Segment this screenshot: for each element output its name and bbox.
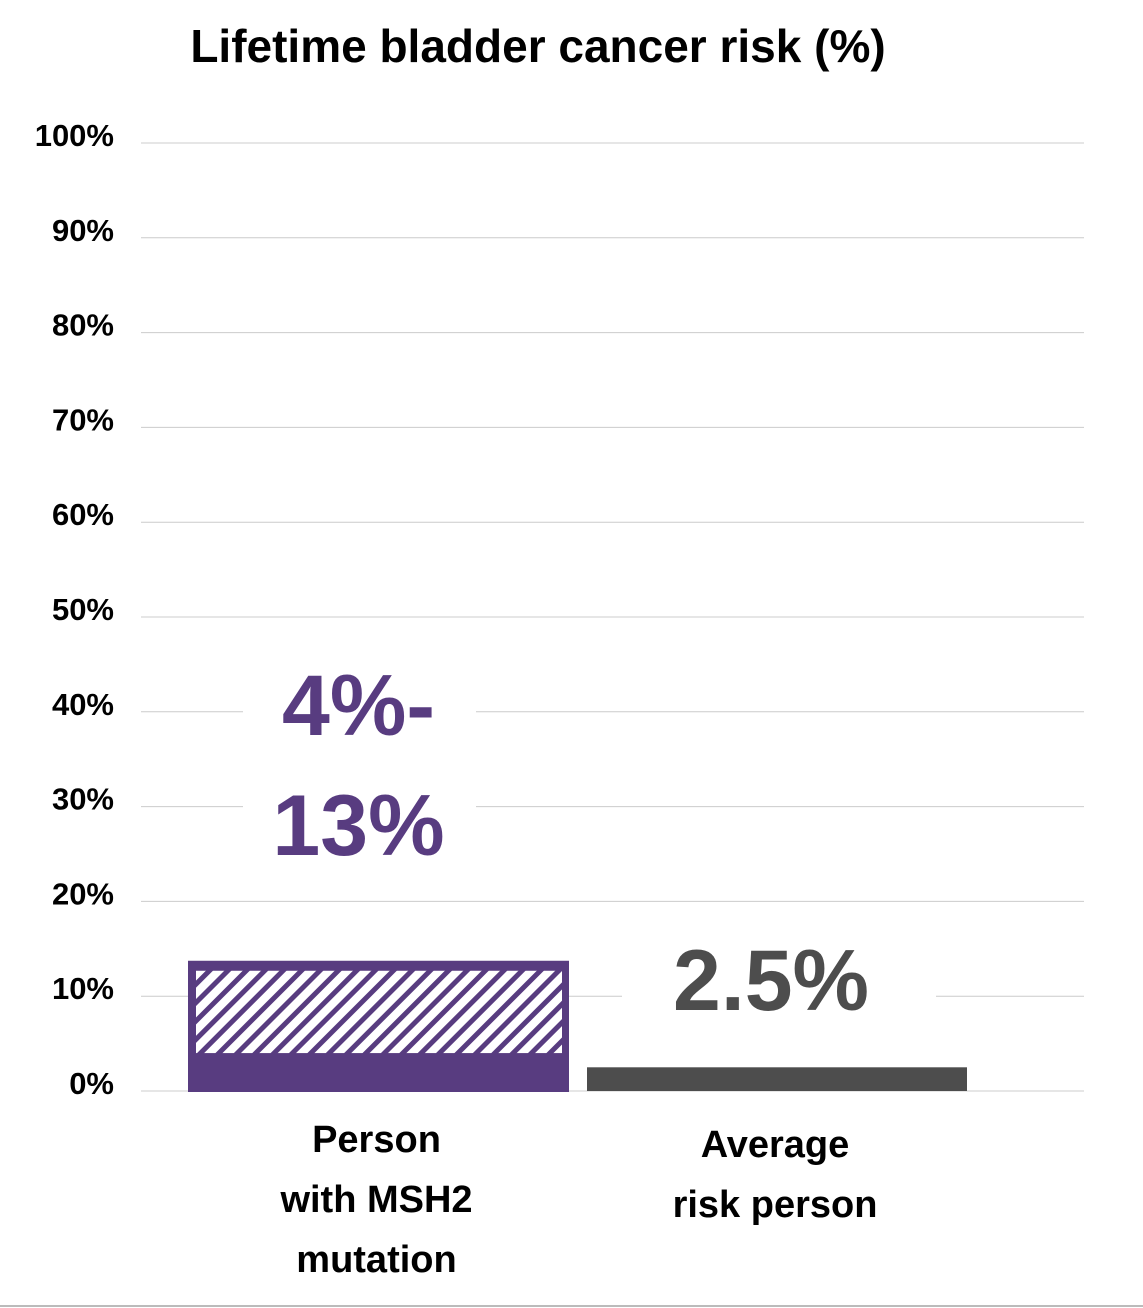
y-tick-label: 30% [52, 782, 114, 817]
value-label: 2.5% [673, 933, 869, 1029]
y-tick-label: 40% [52, 687, 114, 722]
x-category-label: Person [312, 1119, 441, 1161]
y-tick-label: 20% [52, 876, 114, 911]
y-tick-label: 10% [52, 971, 114, 1006]
value-label: 4%- [282, 658, 435, 754]
x-category-label: risk person [673, 1184, 878, 1226]
y-tick-label: 60% [52, 497, 114, 532]
y-tick-label: 50% [52, 592, 114, 627]
y-tick-label: 80% [52, 308, 114, 343]
value-label-bg [243, 650, 476, 880]
y-tick-label: 90% [52, 213, 114, 248]
y-tick-label: 0% [69, 1066, 114, 1101]
value-label: 13% [272, 778, 444, 874]
y-tick-label: 100% [35, 118, 114, 153]
x-category-label: Average [701, 1124, 850, 1166]
y-tick-label: 70% [52, 402, 114, 437]
chart-title: Lifetime bladder cancer risk (%) [190, 20, 885, 72]
value-label-bg [622, 930, 936, 1030]
bar-average [587, 1067, 967, 1091]
x-category-label: with MSH2 [279, 1179, 472, 1221]
x-category-label: mutation [296, 1239, 456, 1281]
bar-range-hatch [196, 970, 562, 1054]
